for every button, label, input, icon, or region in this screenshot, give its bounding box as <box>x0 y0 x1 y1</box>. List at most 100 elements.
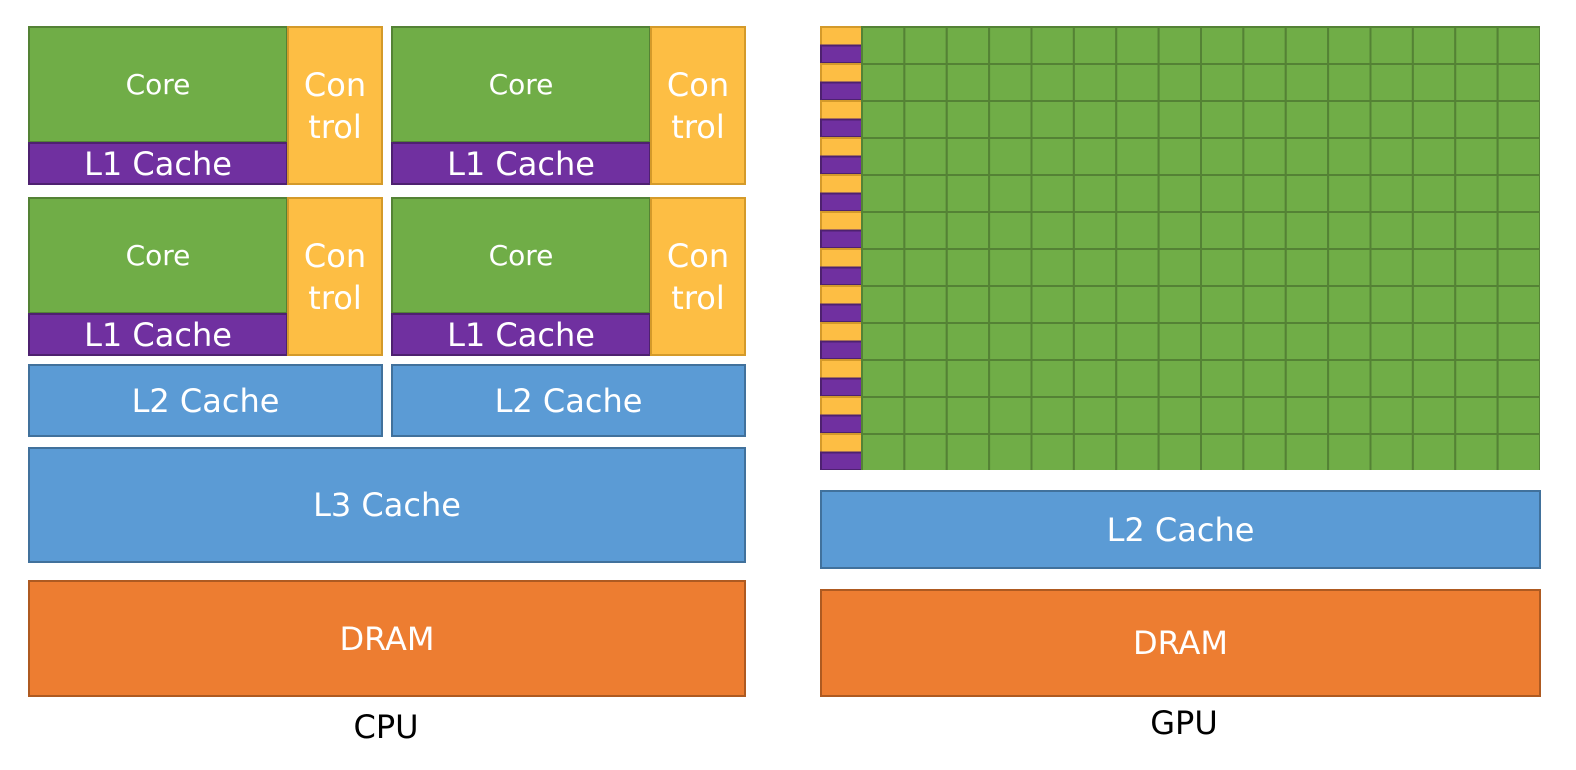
gpu-core <box>861 100 906 139</box>
gpu-core <box>903 26 948 65</box>
control: Con trol <box>287 26 383 185</box>
gpu-core <box>945 248 991 287</box>
gpu-core <box>1157 359 1202 398</box>
control: Con trol <box>650 26 746 185</box>
gpu-core <box>1454 248 1499 287</box>
gpu-core <box>1496 396 1540 435</box>
control-text: trol <box>671 107 725 146</box>
gpu-grid <box>820 26 1540 470</box>
gpu-core <box>1327 359 1372 398</box>
gpu-core <box>1327 396 1372 435</box>
gpu-core <box>903 63 948 102</box>
gpu-core <box>1030 174 1075 213</box>
gpu-core <box>1284 174 1330 213</box>
gpu-core <box>1030 211 1075 250</box>
core: Core <box>28 197 288 314</box>
gpu-core <box>1115 100 1160 139</box>
gpu-core <box>945 285 991 324</box>
gpu-core <box>903 396 948 435</box>
gpu-core <box>988 359 1033 398</box>
gpu-core <box>1242 433 1287 470</box>
gpu-core <box>861 174 906 213</box>
l1-cache: L1 Cache <box>391 142 651 185</box>
gpu-core <box>903 174 948 213</box>
gpu-core <box>1115 137 1160 176</box>
control-text: Con <box>303 65 367 104</box>
gpu-core <box>1454 100 1499 139</box>
gpu-core <box>1284 322 1330 361</box>
gpu-core <box>1284 285 1330 324</box>
gpu-core <box>1369 359 1414 398</box>
gpu-core <box>861 359 906 398</box>
gpu-core <box>1200 137 1245 176</box>
control-text: Con <box>666 65 730 104</box>
l1-cache: L1 Cache <box>28 142 288 185</box>
gpu-core <box>1242 248 1287 287</box>
gpu-core <box>1411 174 1457 213</box>
gpu-core <box>1072 285 1118 324</box>
gpu-core <box>1284 396 1330 435</box>
gpu-core <box>945 63 991 102</box>
gpu-core <box>988 396 1033 435</box>
gpu-core <box>1157 174 1202 213</box>
control-text: Con <box>666 236 730 275</box>
control-strip <box>820 63 863 84</box>
gpu-core <box>1115 211 1160 250</box>
gpu-core <box>903 211 948 250</box>
control-strip <box>820 322 863 343</box>
gpu-core <box>1327 63 1372 102</box>
gpu-core <box>1115 396 1160 435</box>
control-text: trol <box>308 278 362 317</box>
gpu-core <box>1242 322 1287 361</box>
cache-strip <box>820 44 863 64</box>
gpu-core <box>1369 285 1414 324</box>
gpu-core <box>903 137 948 176</box>
dram: DRAM <box>28 580 746 697</box>
gpu-core <box>1200 359 1245 398</box>
gpu-core <box>1369 174 1414 213</box>
gpu-core <box>1369 433 1414 470</box>
gpu-core <box>1369 26 1414 65</box>
cache-strip <box>820 118 863 138</box>
gpu-core <box>1454 174 1499 213</box>
gpu-core <box>988 211 1033 250</box>
gpu-core <box>1242 100 1287 139</box>
gpu-core <box>1072 100 1118 139</box>
gpu-core <box>1115 322 1160 361</box>
gpu-core <box>1454 396 1499 435</box>
gpu-core <box>1454 211 1499 250</box>
gpu-core <box>1369 63 1414 102</box>
control-strip <box>820 26 863 47</box>
gpu-core <box>861 285 906 324</box>
gpu-core <box>1115 63 1160 102</box>
gpu-core <box>1030 396 1075 435</box>
gpu-core <box>1157 63 1202 102</box>
gpu-cores <box>820 26 1540 470</box>
gpu-core <box>1327 137 1372 176</box>
gpu-core <box>1115 174 1160 213</box>
gpu-core <box>1157 433 1202 470</box>
gpu-core <box>988 322 1033 361</box>
gpu-core <box>1072 174 1118 213</box>
gpu-core <box>1200 248 1245 287</box>
gpu-core <box>1454 433 1499 470</box>
gpu-core <box>1242 137 1287 176</box>
gpu-core <box>1030 433 1075 470</box>
gpu-core <box>1496 248 1540 287</box>
control-strip <box>820 100 863 121</box>
gpu-core <box>1030 26 1075 65</box>
gpu-core <box>1327 26 1372 65</box>
gpu-core <box>1411 285 1457 324</box>
gpu-core <box>903 433 948 470</box>
gpu-core <box>1369 100 1414 139</box>
l2-cache: L2 Cache <box>391 364 746 437</box>
gpu-core <box>903 285 948 324</box>
gpu-core <box>988 63 1033 102</box>
gpu-core <box>1327 285 1372 324</box>
gpu-core <box>1200 322 1245 361</box>
control-strip <box>820 248 863 269</box>
gpu-core <box>1284 26 1330 65</box>
l1-cache: L1 Cache <box>391 313 651 356</box>
gpu-core <box>945 322 991 361</box>
gpu-core <box>1200 211 1245 250</box>
